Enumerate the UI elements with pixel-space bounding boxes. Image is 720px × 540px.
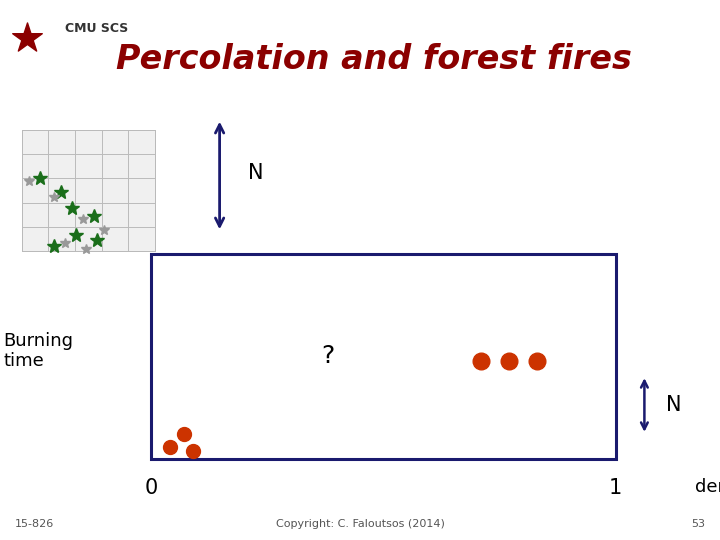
Text: 53: 53 bbox=[692, 519, 706, 529]
Text: Percolation and forest fires: Percolation and forest fires bbox=[117, 43, 632, 76]
Text: CMU SCS: CMU SCS bbox=[65, 22, 128, 35]
Text: N: N bbox=[666, 395, 682, 415]
Bar bbox=[151, 254, 616, 459]
Point bbox=[22, 33, 33, 42]
Text: 0: 0 bbox=[145, 478, 158, 498]
Text: 1: 1 bbox=[609, 478, 622, 498]
Text: density: density bbox=[695, 478, 720, 496]
Text: Burning
time: Burning time bbox=[4, 332, 73, 370]
Bar bbox=[22, 130, 155, 251]
Text: 15-826: 15-826 bbox=[14, 519, 54, 529]
Text: ?: ? bbox=[321, 345, 334, 368]
Text: Copyright: C. Faloutsos (2014): Copyright: C. Faloutsos (2014) bbox=[276, 519, 444, 529]
Text: N: N bbox=[248, 163, 264, 183]
